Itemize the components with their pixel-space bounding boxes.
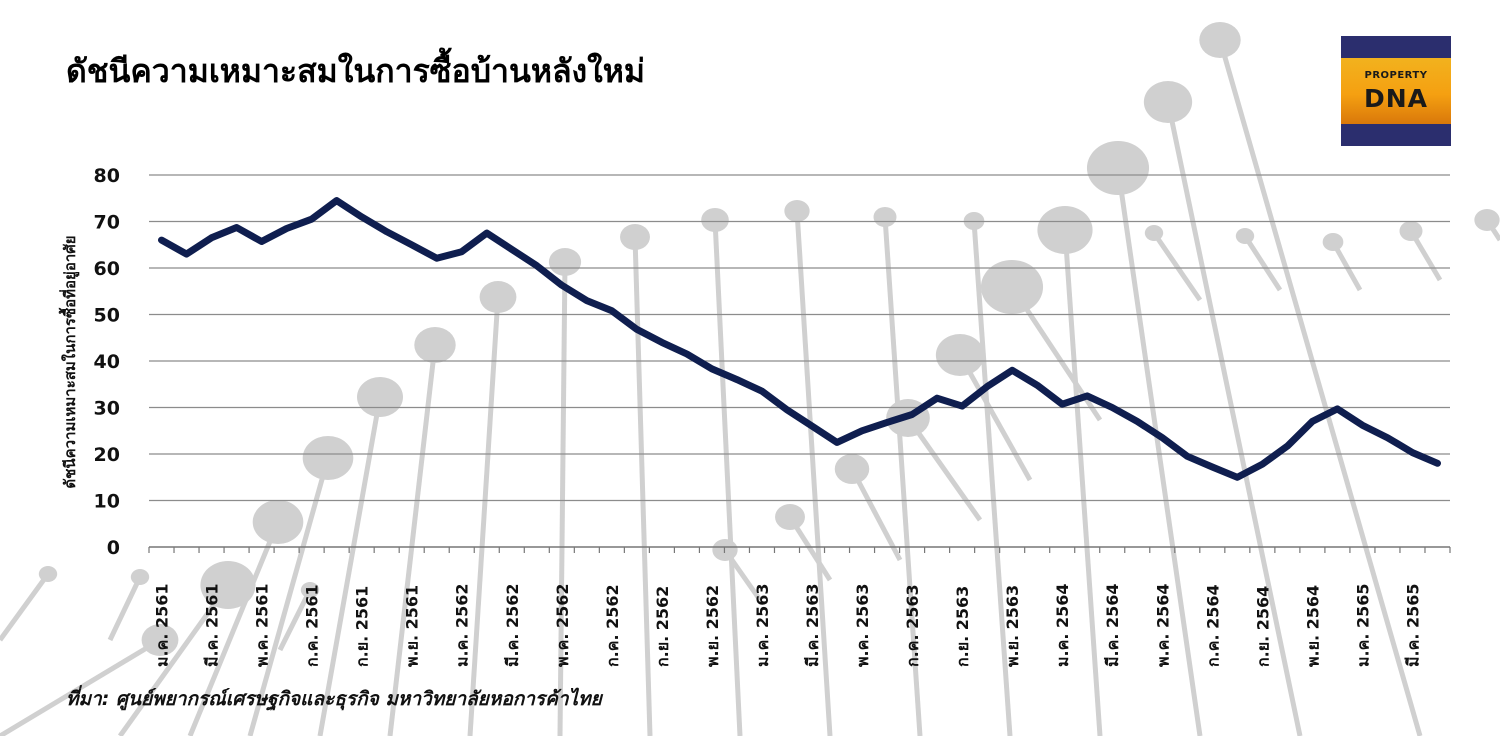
decor-ball — [252, 500, 304, 544]
decor-stick — [971, 220, 1013, 736]
y-tick-label: 0 — [107, 537, 120, 559]
y-tick-label: 40 — [94, 351, 120, 373]
x-tick-label: มี.ค. 2561 — [203, 583, 222, 667]
x-tick-label: ม.ค. 2565 — [1353, 583, 1372, 667]
decor-ball — [300, 582, 320, 598]
y-tick-label: 70 — [94, 212, 120, 234]
decor-ball — [1199, 22, 1241, 58]
page-title: ดัชนีความเหมาะสมในการซื้อบ้านหลังใหม่ — [66, 52, 645, 90]
x-tick-label: มี.ค. 2563 — [803, 583, 822, 667]
decor-stick — [247, 457, 331, 736]
logo-bottom-band — [1341, 124, 1451, 146]
decor-ball — [1235, 228, 1255, 244]
decor-ball — [1037, 206, 1093, 254]
decor-ball — [130, 569, 150, 585]
decor-stick — [882, 216, 923, 736]
x-tick-label: ก.ค. 2562 — [603, 584, 622, 667]
decor-stick — [957, 353, 1033, 482]
decor-ball — [302, 436, 354, 480]
x-tick-label: ม.ค. 2564 — [1053, 583, 1072, 667]
decor-stick — [107, 575, 143, 642]
y-tick-label: 30 — [94, 398, 120, 420]
decor-ball — [620, 224, 650, 250]
x-tick-label: ก.ย. 2564 — [1253, 586, 1272, 667]
decor-stick — [117, 583, 231, 736]
decor-ball — [935, 334, 985, 376]
decor-ball — [1474, 209, 1500, 231]
logo-top-band — [1341, 36, 1451, 58]
decor-stick — [0, 637, 162, 736]
decor-stick — [1115, 167, 1203, 736]
logo-text-dna: DNA — [1363, 84, 1429, 113]
y-tick-label: 20 — [94, 444, 120, 466]
x-tick-label: มี.ค. 2565 — [1403, 583, 1422, 667]
y-tick-label: 10 — [94, 491, 120, 513]
x-tick-label: พ.ย. 2564 — [1303, 585, 1322, 667]
x-tick-label: พ.ค. 2562 — [553, 583, 572, 667]
source-note: ที่มา: ศูนย์พยากรณ์เศรษฐกิจและธุรกิจ มหา… — [66, 688, 602, 710]
decor-stick — [1217, 39, 1423, 736]
decor-stick — [794, 210, 833, 736]
decor-ball — [200, 561, 256, 609]
decor-stick — [467, 296, 501, 736]
x-tick-label: ก.ค. 2563 — [903, 584, 922, 667]
decor-ball — [1143, 81, 1193, 123]
x-tick-label: ม.ค. 2561 — [153, 583, 172, 667]
y-axis-title: ดัชนีความเหมาะสมในการซื้อที่อยู่อาศัย — [58, 235, 80, 488]
decor-ball — [980, 260, 1044, 314]
series-line — [158, 197, 1441, 481]
x-tick-label: มี.ค. 2562 — [503, 583, 522, 667]
decor-ball — [1086, 141, 1150, 195]
x-tick-label: พ.ย. 2562 — [703, 585, 722, 667]
x-tick-label: พ.ย. 2561 — [403, 585, 422, 667]
decor-ball — [1144, 225, 1164, 241]
x-tick-label: พ.ค. 2564 — [1153, 583, 1172, 667]
decor-ball — [479, 281, 517, 313]
decor-ball — [784, 200, 810, 222]
y-tick-label: 50 — [94, 305, 120, 327]
decor-ball — [141, 624, 179, 656]
y-tick-label: 80 — [94, 165, 120, 187]
decor-ball — [1322, 233, 1344, 251]
decor-ball — [1399, 221, 1423, 241]
decor-ball — [775, 504, 805, 530]
decor-stick — [387, 344, 438, 736]
logo-text-property: PROPERTY — [1364, 70, 1428, 81]
x-tick-label: ม.ค. 2562 — [453, 583, 472, 667]
decor-stick — [277, 588, 313, 652]
property-dna-logo: PROPERTY DNA — [1341, 36, 1451, 146]
decor-ball — [38, 566, 58, 582]
x-tick-label: มี.ค. 2564 — [1103, 583, 1122, 667]
decor-stick — [1242, 234, 1283, 292]
decor-stick — [1151, 231, 1203, 302]
decor-ball — [701, 208, 729, 232]
decor-stick — [905, 416, 983, 522]
x-tick-label: ก.ย. 2561 — [353, 586, 372, 667]
decor-stick — [557, 261, 568, 736]
x-tick-label: ก.ค. 2564 — [1203, 584, 1222, 667]
decor-ball — [548, 248, 582, 276]
decor-stick — [0, 572, 51, 642]
x-tick-label: ก.ค. 2561 — [303, 584, 322, 667]
decor-ball — [834, 454, 870, 484]
decor-stick — [1165, 101, 1303, 736]
decor-ball — [414, 327, 456, 363]
x-tick-label: ม.ค. 2563 — [753, 583, 772, 667]
logo-middle-panel — [1341, 58, 1451, 124]
decor-stick — [712, 219, 743, 736]
x-tick-label: พ.ค. 2561 — [253, 583, 272, 667]
decor-stick — [187, 521, 281, 736]
x-tick-label: ก.ย. 2563 — [953, 586, 972, 667]
decor-stick — [632, 236, 653, 736]
y-tick-label: 60 — [94, 258, 120, 280]
x-tick-label: พ.ค. 2563 — [853, 583, 872, 667]
x-tick-label: พ.ย. 2563 — [1003, 585, 1022, 667]
decor-stick — [849, 467, 903, 562]
x-tick-label: ก.ย. 2562 — [653, 586, 672, 667]
